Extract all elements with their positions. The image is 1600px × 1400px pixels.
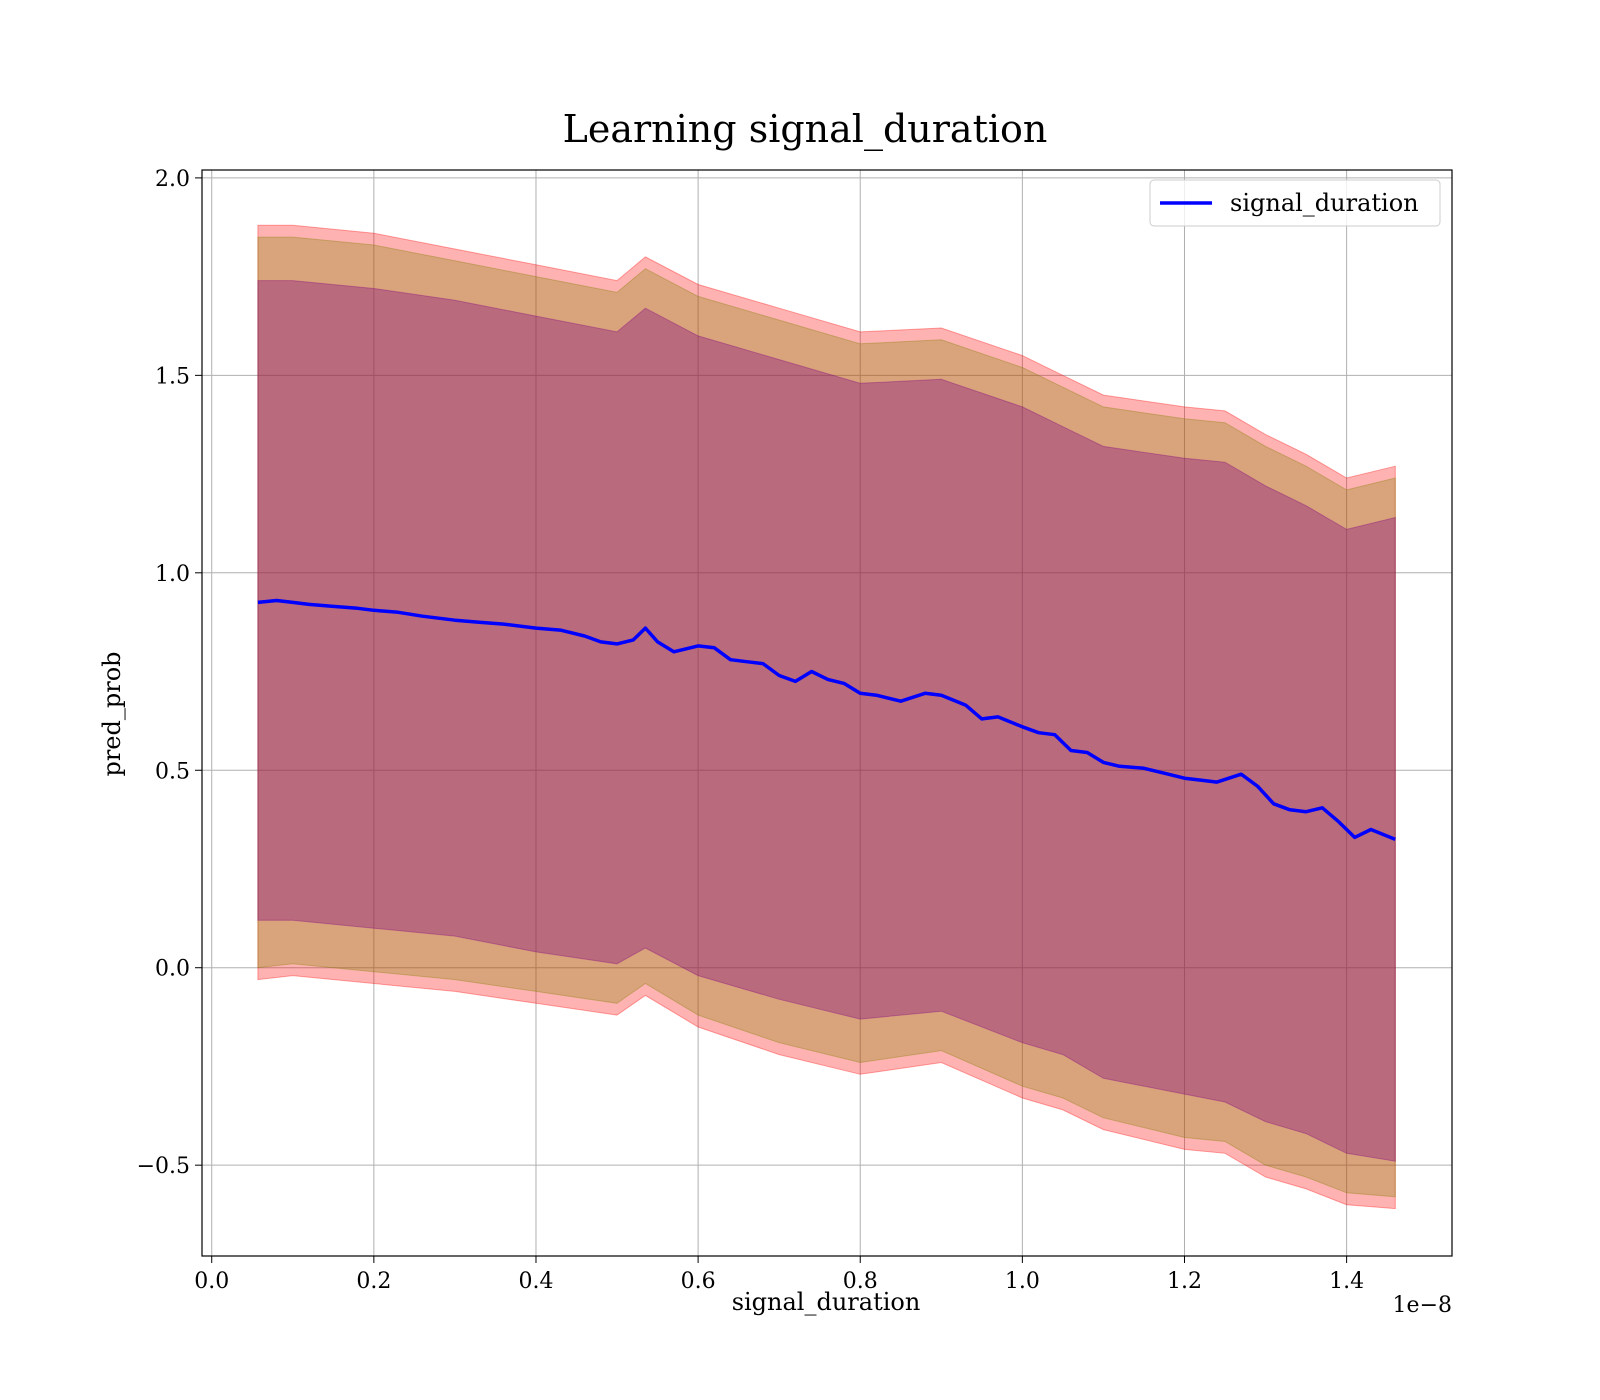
legend: signal_duration	[1149, 179, 1441, 227]
x-tick-label: 0.8	[843, 1269, 878, 1294]
x-tick-label: 0.2	[356, 1269, 391, 1294]
plot-frame	[201, 169, 1453, 1257]
axis-ticks: 0.0 0.2 0.4 0.6 0.8 1.0 1.2 1.4 −0.5 0.0 0.5 1.0 1.5…	[137, 167, 1365, 1294]
x-tick-label: 0.0	[194, 1269, 229, 1294]
series-lines	[257, 598, 1396, 842]
y-tick-label: −0.5	[137, 1154, 190, 1179]
y-tick-label: 2.0	[155, 167, 190, 192]
confidence-bands	[257, 224, 1396, 1210]
x-tick-label: 0.4	[518, 1269, 553, 1294]
legend-box	[1149, 179, 1441, 227]
band-outer	[257, 224, 1396, 1210]
x-tick-label: 0.6	[681, 1269, 716, 1294]
band-middle	[257, 236, 1396, 1198]
y-tick-label: 0.5	[155, 759, 190, 784]
band-inner	[257, 280, 1396, 1162]
y-tick-label: 0.0	[155, 957, 190, 982]
y-tick-label: 1.0	[155, 562, 190, 587]
x-tick-label: 1.0	[1005, 1269, 1040, 1294]
chart-title: Learning signal_duration	[563, 107, 1048, 152]
x-axis-offset-label: 1e−8	[1393, 1293, 1452, 1318]
y-axis-title: pred_prob	[98, 651, 126, 776]
series-line	[257, 598, 1396, 842]
x-axis-title: signal_duration	[732, 1288, 921, 1316]
legend-label: signal_duration	[1230, 189, 1419, 217]
y-tick-label: 1.5	[155, 364, 190, 389]
x-tick-label: 1.4	[1329, 1269, 1364, 1294]
x-tick-label: 1.2	[1167, 1269, 1202, 1294]
grid	[202, 170, 1452, 1256]
